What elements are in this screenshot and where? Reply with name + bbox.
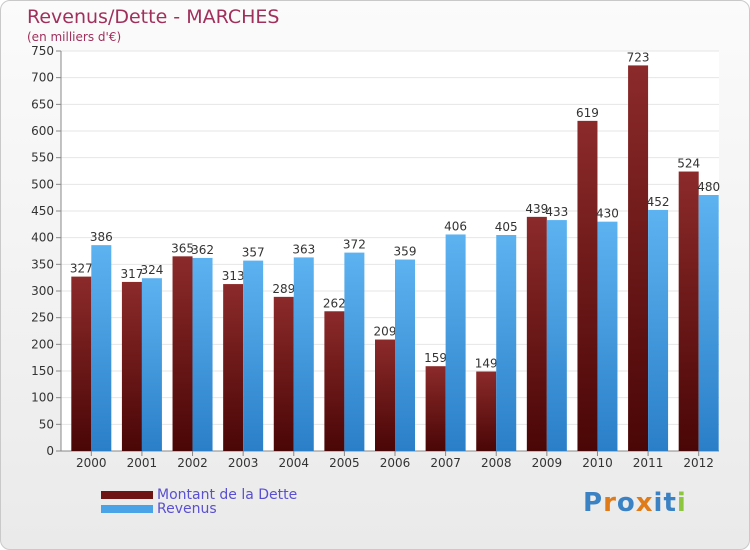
data-label-revenus: 480 [697,180,720,194]
data-label-dette: 619 [576,106,599,120]
x-tick-label: 2006 [380,456,411,470]
bar-dette [628,65,649,452]
data-label-dette: 209 [374,325,397,339]
bar-revenus [293,257,314,451]
bar-dette [71,276,92,451]
x-tick-label: 2009 [532,456,563,470]
y-tick-label: 300 [31,284,54,298]
data-label-revenus: 359 [394,245,417,259]
data-label-revenus: 362 [191,243,214,257]
bar-dette [678,171,699,452]
bar-dette [425,366,446,451]
y-tick-label: 650 [31,97,54,111]
y-tick-label: 500 [31,177,54,191]
bar-dette [476,371,497,451]
data-label-dette: 327 [70,262,93,276]
bar-dette [172,256,193,451]
bar-revenus [597,221,618,451]
bar-dette [121,281,142,451]
x-tick-label: 2001 [127,456,158,470]
y-tick-label: 150 [31,364,54,378]
data-label-dette: 313 [222,269,245,283]
y-tick-label: 550 [31,151,54,165]
data-label-revenus: 357 [242,246,265,260]
y-tick-label: 200 [31,337,54,351]
data-label-dette: 365 [171,241,194,255]
y-tick-label: 400 [31,231,54,245]
data-label-dette: 524 [677,157,700,171]
data-label-revenus: 324 [140,263,163,277]
data-label-dette: 149 [475,357,498,371]
data-label-dette: 159 [424,351,447,365]
bar-dette [223,284,244,451]
x-tick-label: 2007 [430,456,461,470]
bar-dette [526,216,547,451]
data-label-revenus: 372 [343,238,366,252]
y-tick-label: 250 [31,311,54,325]
y-tick-label: 350 [31,257,54,271]
y-tick-label: 750 [31,44,54,58]
data-label-dette: 439 [525,202,548,216]
chart-subtitle: (en milliers d'€) [27,30,122,44]
bar-dette [375,339,395,451]
bar-revenus [395,259,415,451]
bar-revenus [91,245,112,451]
data-label-dette: 317 [120,267,143,281]
bar-revenus [445,234,466,451]
bar-revenus [698,195,719,451]
y-tick-label: 0 [46,444,54,458]
x-tick-label: 2010 [582,456,613,470]
x-tick-label: 2000 [76,456,107,470]
bar-dette [273,296,294,451]
proxiti-logo: Proxiti [583,488,687,518]
y-tick-label: 600 [31,124,54,138]
data-label-dette: 723 [627,50,650,64]
bar-revenus [192,257,213,451]
bar-dette [324,311,345,451]
data-label-revenus: 405 [495,220,518,234]
bar-revenus [344,252,365,451]
data-label-dette: 262 [323,296,346,310]
y-tick-label: 100 [31,391,54,405]
x-tick-label: 2012 [683,456,714,470]
legend-swatch-dette [101,491,153,499]
bar-revenus [141,278,162,451]
legend-swatch-revenus [101,505,153,513]
y-tick-label: 700 [31,71,54,85]
x-tick-label: 2011 [633,456,664,470]
data-label-dette: 289 [272,282,295,296]
x-tick-label: 2003 [228,456,259,470]
bar-dette [577,120,598,451]
bar-revenus [648,209,669,451]
data-label-revenus: 433 [545,205,568,219]
data-label-revenus: 406 [444,219,467,233]
bar-revenus [496,235,517,451]
data-label-revenus: 452 [647,195,670,209]
x-tick-label: 2008 [481,456,512,470]
y-tick-label: 50 [39,417,54,431]
y-tick-label: 450 [31,204,54,218]
legend-label-dette: Montant de la Dette [157,487,298,503]
bar-revenus [243,260,264,451]
chart-title: Revenus/Dette - MARCHES [27,6,280,28]
x-tick-label: 2005 [329,456,360,470]
legend-label-revenus: Revenus [157,501,217,517]
bar-revenus [546,220,567,451]
x-tick-label: 2004 [278,456,309,470]
data-label-revenus: 430 [596,207,619,221]
x-tick-label: 2002 [177,456,208,470]
data-label-revenus: 363 [292,242,315,256]
data-label-revenus: 386 [90,230,113,244]
